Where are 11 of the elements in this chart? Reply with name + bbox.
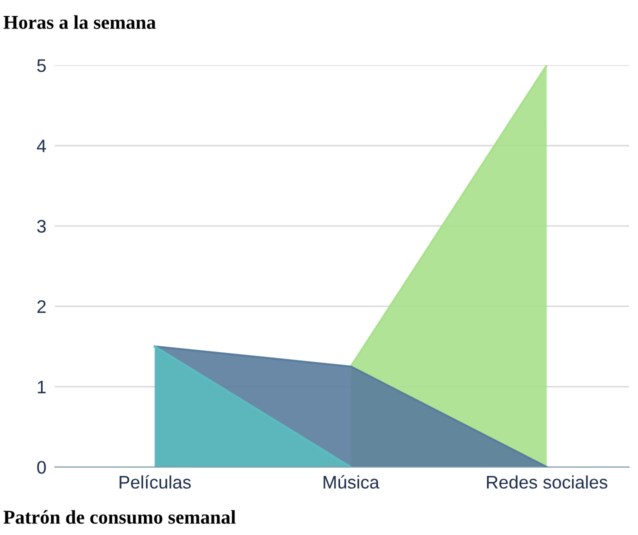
y-tick-label: 4 <box>36 140 46 152</box>
x-tick-label: Redes sociales <box>487 475 608 489</box>
y-tick-label: 3 <box>37 220 46 233</box>
y-tick-label: 0 <box>37 460 46 474</box>
y-axis-title: Horas a la semana <box>4 15 156 29</box>
x-tick-label: Música <box>324 475 380 489</box>
y-tick-label: 2 <box>37 300 46 313</box>
y-tick-label: 1 <box>38 380 46 394</box>
y-tick-label: 5 <box>37 59 46 72</box>
x-tick-label: Películas <box>120 475 191 489</box>
x-axis-title: Patrón de consumo semanal <box>4 510 236 524</box>
